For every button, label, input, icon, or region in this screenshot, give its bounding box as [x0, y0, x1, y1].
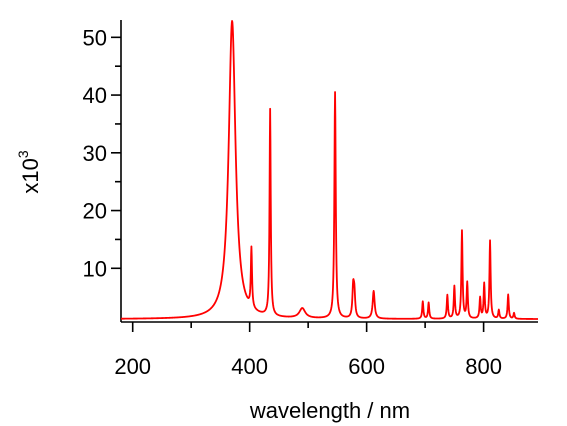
x-tick-label-200: 200 [114, 354, 151, 379]
x-tick-label-800: 800 [465, 354, 502, 379]
x-axis: 200 400 600 800 [114, 321, 538, 379]
y-tick-label-10: 10 [83, 256, 107, 281]
y-axis: 10 20 30 40 50 [83, 20, 122, 322]
x-tick-label-400: 400 [231, 354, 268, 379]
y-axis-title-main: x10 [18, 158, 43, 193]
y-axis-title: x103 [15, 150, 43, 193]
y-tick-label-40: 40 [83, 83, 107, 108]
y-tick-label-30: 30 [83, 141, 107, 166]
x-tick-label-600: 600 [348, 354, 385, 379]
y-tick-label-20: 20 [83, 199, 107, 224]
y-axis-title-exponent: 3 [15, 150, 31, 158]
y-tick-label-50: 50 [83, 25, 107, 50]
x-axis-title: wavelength / nm [249, 398, 410, 423]
series-line [120, 20, 539, 320]
